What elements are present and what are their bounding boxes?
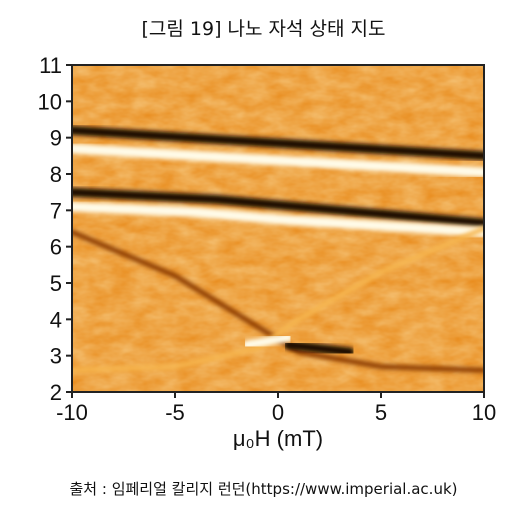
heatmap-dark-band-2 xyxy=(72,187,484,228)
heatmap-bright-spot-6 xyxy=(242,333,293,350)
y-tick-label: 11 xyxy=(39,53,62,78)
source-credit: 출처 : 임페리얼 칼리지 런던(https://www.imperial.ac… xyxy=(69,480,458,498)
figure-title: [그림 19] 나노 자석 상태 지도 xyxy=(141,18,386,40)
y-tick-label: 5 xyxy=(50,271,62,296)
heatmap-dark-spot-7 xyxy=(283,340,355,357)
y-tick-label: 6 xyxy=(50,235,62,260)
y-tick-label: 4 xyxy=(50,307,62,332)
y-tick-label: 3 xyxy=(50,344,62,369)
y-tick-label: 7 xyxy=(50,198,62,223)
y-tick-label: 10 xyxy=(38,89,62,114)
heatmap-plot-area xyxy=(72,65,484,392)
x-axis-label: μ₀H (mT) xyxy=(233,426,323,451)
y-tick-label: 8 xyxy=(50,162,62,187)
heatmap-bright-arc-5 xyxy=(72,226,484,373)
y-tick-label: 2 xyxy=(50,380,62,405)
axes: -10 -5 0 5 10 2 3 4 5 6 7 8 9 10 11 xyxy=(38,53,497,425)
heatmap-chart: -10 -5 0 5 10 2 3 4 5 6 7 8 9 10 11 μ₀H (mT) xyxy=(38,53,497,451)
heatmap-bright-band-3 xyxy=(72,201,484,238)
heatmap-bright-band-1 xyxy=(72,143,484,178)
y-tick-label: 9 xyxy=(50,126,62,151)
x-tick-label: -10 xyxy=(56,400,88,425)
x-tick-label: 0 xyxy=(272,400,284,425)
x-tick-label: -5 xyxy=(165,400,185,425)
x-tick-label: 10 xyxy=(472,400,496,425)
x-tick-label: 5 xyxy=(375,400,387,425)
heatmap-dark-band-0 xyxy=(72,125,484,161)
